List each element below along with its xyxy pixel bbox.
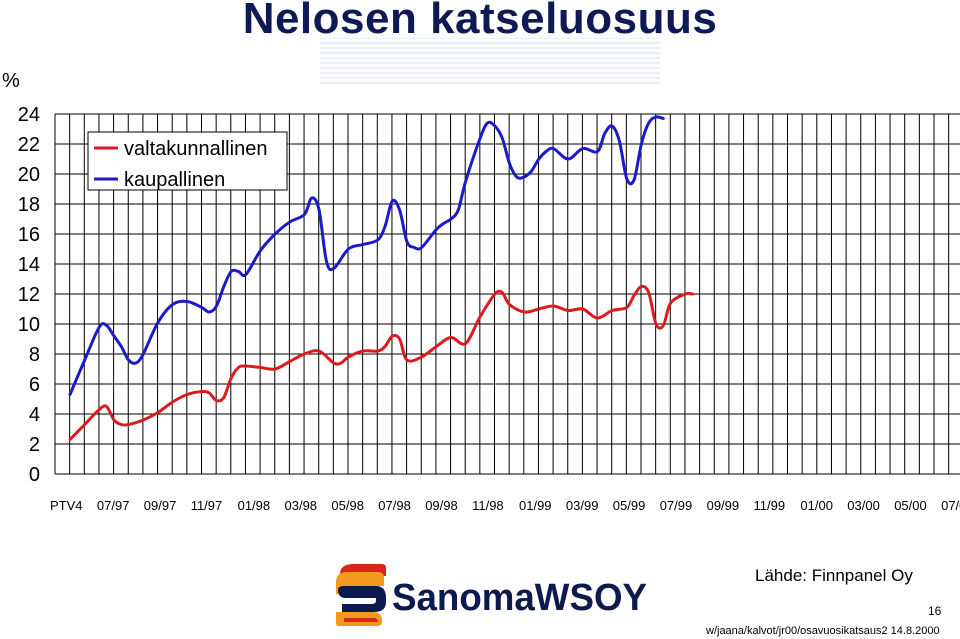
y-tick-label: 18: [18, 194, 40, 216]
x-tick-label: 05/98: [331, 498, 364, 513]
y-tick-label: 20: [18, 164, 40, 186]
x-tick-label: 03/98: [285, 498, 318, 513]
x-tick-label: 09/99: [707, 498, 740, 513]
legend-label-kaupallinen: kaupallinen: [124, 169, 225, 191]
logo-text: SanomaWSOY: [392, 577, 647, 619]
y-tick-label: 4: [29, 404, 40, 426]
file-path: w/jaana/kalvot/jr00/osavuosikatsaus2 14.…: [706, 625, 940, 637]
series-lines: [68, 115, 695, 441]
legend-label-valtakunnallinen: valtakunnallinen: [124, 138, 267, 160]
x-tick-label: 11/97: [191, 498, 223, 513]
y-tick-label: 16: [18, 224, 40, 246]
x-tick-label: 05/99: [613, 498, 646, 513]
legend: valtakunnallinen kaupallinen: [87, 131, 288, 191]
x-tick-label: 11/99: [754, 498, 786, 513]
sanomawsoy-logo: SanomaWSOY: [332, 560, 652, 635]
x-tick-label: 09/97: [144, 498, 177, 513]
x-tick-label: 01/00: [800, 498, 833, 513]
y-tick-label: 10: [18, 314, 40, 336]
y-tick-label: 6: [29, 374, 40, 396]
y-tick-label: 14: [18, 254, 40, 276]
page-title: Nelosen katseluosuus: [242, 0, 718, 43]
series-line-valtakunnallinen: [68, 284, 695, 441]
title-stripes: [320, 38, 660, 84]
y-tick-label: 24: [18, 104, 40, 126]
x-tick-label: 07/98: [378, 498, 411, 513]
x-tick-label: 03/99: [566, 498, 599, 513]
logo-mark-icon: [336, 564, 386, 626]
x-tick-label: 01/98: [238, 498, 271, 513]
x-tick-label: 09/98: [425, 498, 458, 513]
y-tick-label: 2: [29, 434, 40, 456]
y-tick-label: 12: [18, 284, 40, 306]
legend-box: [87, 131, 288, 191]
source-note: Lähde: Finnpanel Oy: [755, 566, 913, 585]
y-tick-label: 8: [29, 344, 40, 366]
x-tick-label: PTV4: [50, 498, 83, 513]
x-tick-label: 03/00: [847, 498, 880, 513]
x-tick-labels: PTV4 07/97 09/97 11/97 01/98 03/98 05/98 07/98 0…: [50, 498, 960, 513]
x-tick-label: 05/00: [894, 498, 927, 513]
y-axis-label: %: [2, 70, 20, 92]
x-tick-label: 07/97: [97, 498, 130, 513]
x-tick-label: 07/00: [941, 498, 960, 513]
y-tick-label: 22: [18, 134, 40, 156]
y-tick-label: 0: [29, 464, 40, 486]
x-tick-label: 07/99: [660, 498, 693, 513]
x-tick-label: 01/99: [519, 498, 552, 513]
series-line-kaupallinen: [68, 115, 665, 396]
page-number: 16: [928, 604, 942, 618]
x-tick-label: 11/98: [472, 498, 504, 513]
